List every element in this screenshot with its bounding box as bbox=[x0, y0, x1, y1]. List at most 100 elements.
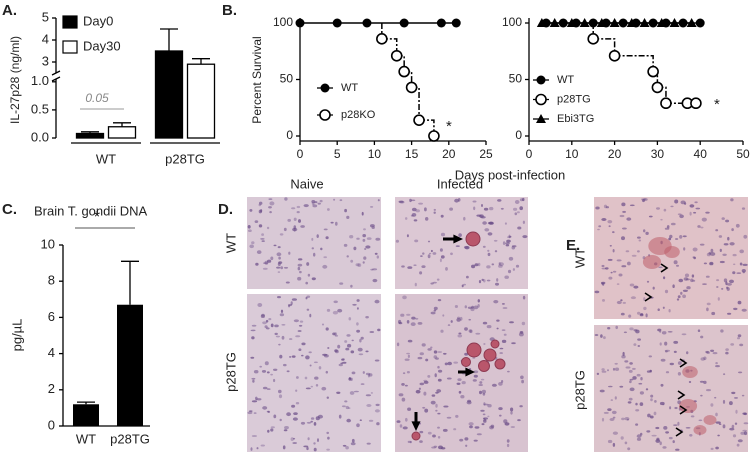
cell bbox=[362, 238, 366, 242]
cell bbox=[719, 260, 725, 264]
cell bbox=[370, 224, 375, 228]
cell bbox=[508, 234, 511, 239]
cell bbox=[261, 233, 264, 236]
cell bbox=[633, 329, 638, 332]
cell bbox=[374, 299, 380, 304]
x-axis-label: Days post-infection bbox=[455, 167, 566, 182]
cell bbox=[476, 433, 482, 436]
legend-swatch bbox=[62, 15, 78, 29]
cell bbox=[309, 364, 312, 367]
cell bbox=[482, 413, 486, 416]
cell bbox=[419, 440, 423, 443]
cell bbox=[739, 249, 744, 254]
cell bbox=[296, 205, 301, 209]
cell bbox=[522, 295, 526, 300]
y-axis-label: Percent Survival bbox=[250, 36, 264, 123]
cell bbox=[312, 204, 318, 208]
cell bbox=[450, 252, 453, 256]
cell bbox=[421, 265, 426, 268]
cell bbox=[659, 342, 662, 346]
cell bbox=[601, 264, 605, 268]
cell bbox=[699, 243, 705, 246]
cell bbox=[372, 278, 378, 283]
cell bbox=[667, 331, 673, 333]
cell bbox=[327, 436, 330, 440]
cell bbox=[365, 350, 369, 353]
cyst bbox=[461, 357, 471, 367]
cell bbox=[612, 249, 615, 253]
marker bbox=[579, 18, 590, 27]
x-tick-label: 10 bbox=[368, 147, 382, 161]
cell bbox=[413, 219, 418, 222]
cell bbox=[619, 385, 624, 388]
micrograph bbox=[594, 197, 748, 319]
bar bbox=[73, 404, 99, 426]
cell bbox=[648, 215, 653, 218]
cell bbox=[256, 250, 262, 255]
marker bbox=[660, 97, 672, 110]
cell bbox=[450, 320, 453, 323]
cell bbox=[665, 350, 668, 353]
cell bbox=[251, 324, 257, 327]
cell bbox=[734, 422, 738, 425]
cell bbox=[469, 329, 473, 334]
cell bbox=[355, 263, 360, 267]
cell bbox=[289, 338, 293, 340]
cell bbox=[504, 222, 507, 225]
cell bbox=[609, 245, 612, 247]
cell bbox=[737, 439, 743, 443]
cell bbox=[305, 296, 308, 300]
cell bbox=[464, 352, 469, 356]
cell bbox=[266, 226, 270, 230]
cell bbox=[309, 313, 312, 318]
marker bbox=[390, 49, 403, 62]
cell bbox=[477, 262, 481, 267]
y-tick-label: 2 bbox=[48, 381, 55, 396]
cell bbox=[522, 220, 526, 224]
cell bbox=[362, 261, 365, 264]
cell bbox=[705, 350, 709, 354]
cell bbox=[399, 424, 403, 428]
cell bbox=[627, 401, 632, 404]
cell bbox=[267, 429, 270, 433]
cell bbox=[298, 219, 301, 223]
marker bbox=[295, 18, 305, 28]
cell bbox=[346, 255, 349, 258]
cell bbox=[438, 445, 443, 450]
cell bbox=[599, 389, 605, 393]
cell bbox=[459, 438, 464, 442]
cell bbox=[361, 211, 364, 216]
micrograph bbox=[247, 197, 381, 289]
cell bbox=[725, 219, 730, 223]
cell bbox=[718, 235, 723, 238]
cell bbox=[251, 400, 258, 403]
cell bbox=[502, 241, 506, 246]
cell bbox=[433, 309, 437, 312]
cell bbox=[680, 200, 686, 205]
cell bbox=[643, 306, 647, 311]
cell bbox=[273, 244, 277, 247]
cell bbox=[437, 378, 442, 382]
cell bbox=[472, 200, 477, 203]
cell bbox=[723, 373, 726, 376]
cell bbox=[315, 416, 320, 421]
cell bbox=[611, 410, 617, 415]
cell bbox=[466, 275, 469, 279]
cell bbox=[672, 440, 675, 444]
column-label: Infected bbox=[437, 176, 483, 191]
cell bbox=[345, 347, 350, 351]
bar bbox=[154, 50, 184, 139]
cell bbox=[414, 282, 417, 287]
cell bbox=[504, 275, 510, 279]
cyst bbox=[465, 231, 481, 247]
cell bbox=[468, 422, 474, 426]
cell bbox=[457, 198, 461, 202]
cell bbox=[663, 208, 667, 212]
cell bbox=[419, 271, 423, 275]
cell bbox=[301, 342, 306, 346]
cell bbox=[463, 283, 466, 286]
cell bbox=[718, 423, 722, 426]
cell bbox=[601, 368, 605, 371]
cell bbox=[732, 434, 737, 438]
marker bbox=[536, 18, 547, 27]
